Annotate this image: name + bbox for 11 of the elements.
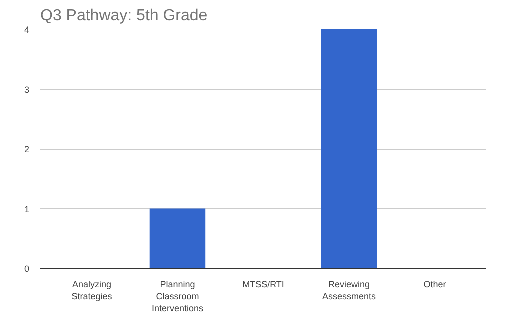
x-tick-label: Other: [424, 280, 446, 290]
chart-title: Q3 Pathway: 5th Grade: [40, 8, 208, 24]
y-tick-label: 3: [24, 84, 30, 95]
x-tick-label: Reviewing Assessments: [322, 280, 377, 302]
x-tick-label: Analyzing Strategies: [72, 280, 113, 302]
y-tick-label: 0: [24, 264, 30, 274]
y-tick-label: 2: [24, 144, 30, 154]
y-tick-label: 1: [24, 204, 30, 214]
y-tick-label: 4: [24, 25, 30, 35]
x-tick-label: MTSS/RTI: [242, 280, 284, 290]
x-tick-label: Planning Classroom Interventions: [152, 280, 204, 314]
